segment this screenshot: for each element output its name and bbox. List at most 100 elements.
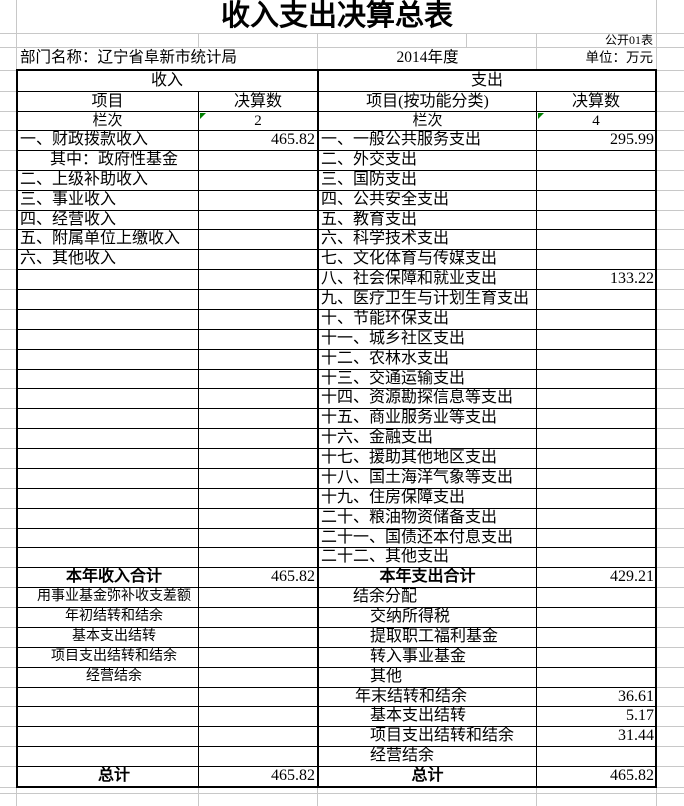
income-amount-cell[interactable]	[199, 369, 318, 388]
expense-item-cell[interactable]: 三、国防支出	[321, 171, 418, 188]
income-item-cell[interactable]: 年初结转和结余	[65, 609, 163, 624]
income-amount-cell[interactable]	[199, 687, 318, 706]
income-item-cell[interactable]: 用事业基金弥补收支差额	[37, 589, 191, 604]
expense-item-cell[interactable]: 二十一、国债还本付息支出	[321, 529, 514, 546]
income-amount-cell[interactable]	[199, 329, 318, 349]
income-item-cell[interactable]	[17, 528, 199, 547]
expense-amount-column-header[interactable]: 决算数	[571, 93, 620, 110]
income-item-cell[interactable]	[17, 468, 199, 488]
income-amount-cell[interactable]	[199, 607, 318, 627]
income-amount-cell[interactable]	[199, 528, 318, 547]
income-amount-cell[interactable]	[199, 388, 318, 408]
income-item-cell[interactable]	[17, 309, 199, 329]
income-amount-cell[interactable]	[199, 249, 318, 269]
income-item-cell[interactable]: 本年收入合计	[65, 568, 162, 585]
expense-amount-cell[interactable]	[537, 329, 657, 349]
expense-amount-cell[interactable]	[537, 746, 657, 766]
income-item-column-header[interactable]: 项目	[91, 93, 124, 110]
income-section-header[interactable]: 收入	[150, 72, 183, 89]
income-amount-cell[interactable]	[199, 150, 318, 170]
expense-item-cell[interactable]: 七、文化体育与传媒支出	[321, 250, 498, 267]
expense-index-number-cell[interactable]: 4	[537, 112, 655, 130]
expense-amount-cell[interactable]	[537, 528, 657, 547]
fiscal-year-cell[interactable]: 2014年度	[396, 49, 459, 66]
unit-label-cell[interactable]: 单位：万元	[585, 50, 654, 65]
expense-amount-cell[interactable]	[537, 309, 657, 329]
expense-item-cell[interactable]: 结余分配	[353, 588, 418, 605]
expense-amount-cell[interactable]	[537, 428, 657, 448]
expense-item-cell[interactable]: 年末结转和结余	[355, 688, 468, 705]
expense-amount-cell[interactable]	[537, 488, 657, 508]
expense-index-label-cell[interactable]: 栏次	[412, 113, 443, 129]
income-amount-cell[interactable]	[199, 428, 318, 448]
expense-amount-cell[interactable]	[537, 647, 657, 667]
income-amount-cell[interactable]: 465.82	[271, 131, 315, 148]
income-amount-cell[interactable]	[199, 289, 318, 309]
expense-item-cell[interactable]: 四、公共安全支出	[321, 191, 450, 208]
income-item-cell[interactable]: 四、经营收入	[20, 211, 117, 228]
income-item-cell[interactable]: 经营结余	[86, 669, 142, 684]
expense-amount-cell[interactable]	[537, 408, 657, 428]
expense-amount-cell[interactable]	[537, 667, 657, 687]
income-amount-cell[interactable]	[199, 408, 318, 428]
income-item-cell[interactable]	[17, 448, 199, 468]
income-amount-cell[interactable]: 465.82	[271, 767, 315, 784]
income-item-cell[interactable]	[17, 706, 199, 726]
expense-item-cell[interactable]: 一、一般公共服务支出	[321, 131, 482, 148]
expense-amount-cell[interactable]	[537, 627, 657, 647]
expense-item-cell[interactable]: 其他	[370, 668, 403, 685]
expense-amount-cell[interactable]	[537, 369, 657, 388]
expense-amount-cell[interactable]	[537, 170, 657, 190]
expense-amount-cell[interactable]: 133.22	[610, 270, 654, 287]
department-name-cell[interactable]: 部门名称：辽宁省阜新市统计局	[20, 49, 238, 66]
expense-amount-cell[interactable]	[537, 607, 657, 627]
income-item-cell[interactable]	[17, 269, 199, 289]
income-item-cell[interactable]	[17, 349, 199, 369]
expense-amount-cell[interactable]	[537, 448, 657, 468]
expense-amount-cell[interactable]: 36.61	[618, 688, 654, 705]
expense-amount-cell[interactable]	[537, 547, 657, 567]
income-amount-cell[interactable]	[199, 547, 318, 567]
income-item-cell[interactable]	[17, 547, 199, 567]
expense-item-cell[interactable]: 提取职工福利基金	[370, 628, 499, 645]
expense-item-cell[interactable]: 二、外交支出	[321, 151, 418, 168]
income-item-cell[interactable]: 一、财政拨款收入	[20, 131, 149, 148]
expense-amount-cell[interactable]	[537, 468, 657, 488]
income-amount-cell[interactable]: 465.82	[271, 568, 315, 585]
income-item-cell[interactable]	[17, 428, 199, 448]
income-item-cell[interactable]	[17, 746, 199, 766]
income-item-cell[interactable]	[17, 488, 199, 508]
expense-amount-cell[interactable]: 429.21	[610, 568, 654, 585]
income-item-cell[interactable]: 六、其他收入	[20, 250, 117, 267]
expense-item-cell[interactable]: 九、医疗卫生与计划生育支出	[321, 290, 530, 307]
expense-item-column-header[interactable]: 项目(按功能分类)	[366, 93, 489, 110]
expense-section-header[interactable]: 支出	[470, 72, 503, 89]
expense-amount-cell[interactable]: 31.44	[618, 727, 654, 744]
income-amount-cell[interactable]	[199, 627, 318, 647]
income-item-cell[interactable]: 项目支出结转和结余	[51, 649, 177, 664]
income-amount-cell[interactable]	[199, 349, 318, 369]
expense-amount-cell[interactable]	[537, 210, 657, 229]
income-amount-column-header[interactable]: 决算数	[233, 93, 282, 110]
expense-item-cell[interactable]: 五、教育支出	[321, 211, 418, 228]
income-amount-cell[interactable]	[199, 667, 318, 687]
expense-item-cell[interactable]: 项目支出结转和结余	[370, 727, 515, 744]
expense-amount-cell[interactable]	[537, 190, 657, 210]
income-item-cell[interactable]	[17, 369, 199, 388]
expense-item-cell[interactable]: 转入事业基金	[370, 648, 467, 665]
expense-item-cell[interactable]: 二十、粮油物资储备支出	[321, 509, 498, 526]
income-amount-cell[interactable]	[199, 468, 318, 488]
income-amount-cell[interactable]	[199, 488, 318, 508]
expense-item-cell[interactable]: 十三、交通运输支出	[321, 370, 466, 387]
expense-item-cell[interactable]: 交纳所得税	[370, 608, 451, 625]
income-amount-cell[interactable]	[199, 746, 318, 766]
expense-item-cell[interactable]: 八、社会保障和就业支出	[321, 270, 498, 287]
expense-item-cell[interactable]: 经营结余	[370, 747, 435, 764]
expense-item-cell[interactable]: 十九、住房保障支出	[321, 489, 466, 506]
income-item-cell[interactable]	[17, 289, 199, 309]
income-item-cell[interactable]: 二、上级补助收入	[20, 171, 149, 188]
expense-item-cell[interactable]: 十七、援助其他地区支出	[321, 449, 498, 466]
expense-item-cell[interactable]: 总计	[411, 767, 444, 784]
expense-amount-cell[interactable]	[537, 229, 657, 249]
income-item-cell[interactable]	[17, 329, 199, 349]
